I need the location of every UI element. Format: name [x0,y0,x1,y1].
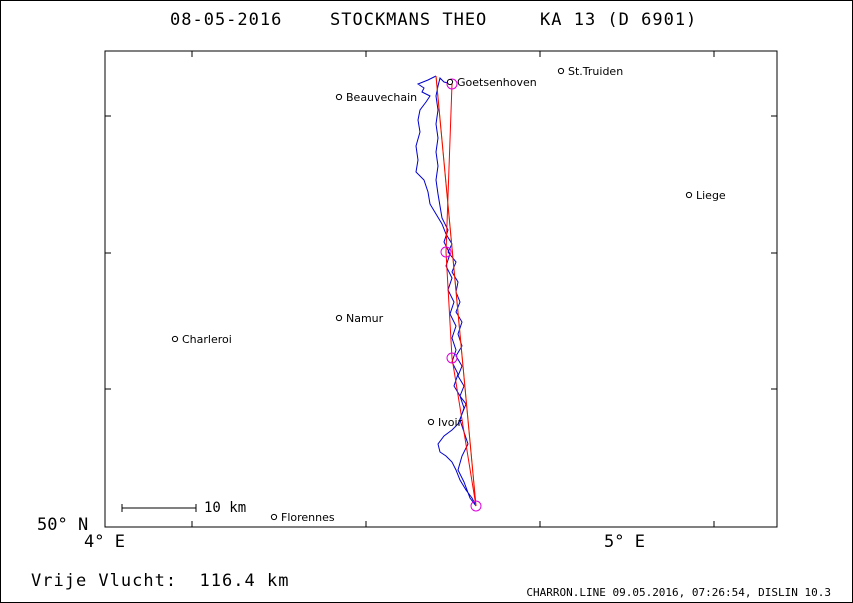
place-label: Namur [346,312,384,325]
flight-track [415,75,477,507]
place-label: Charleroi [182,333,232,346]
turnpoint-marker [440,246,452,258]
place-label: St.Truiden [568,65,623,78]
place-label: Florennes [281,511,335,524]
place-markers: Goetsenhoven St.Truiden Beauvechain Liege Na… [171,65,726,524]
scale-label: 10 km [204,500,247,516]
map-border [104,50,778,528]
place-marker [427,418,435,426]
place-marker [270,513,278,521]
glider-id: KA 13 (D 6901) [540,10,698,30]
place-label: Liege [696,189,726,202]
turnpoint-marker [446,352,458,364]
lon-right-label: 5° E [604,532,645,552]
task-line-red [435,75,477,507]
turnpoint-marker [470,500,482,512]
place-marker [335,314,343,322]
place-marker [446,78,454,86]
place-label: Goetsenhoven [457,76,537,89]
place-marker [335,93,343,101]
place-marker [685,191,693,199]
place-marker [171,335,179,343]
distance-summary: Vrije Vlucht: 116.4 km [31,571,289,591]
pilot-name: STOCKMANS THEO [330,10,488,30]
turnpoint-marker [446,78,458,90]
program-info: CHARRON.LINE 09.05.2016, 07:26:54, DISLI… [526,586,831,599]
track-line [415,75,477,507]
distance-label: Vrije Vlucht: [31,571,178,591]
place-label: Beauvechain [346,91,417,104]
lat-label: 50° N [37,515,89,535]
place-marker [557,67,565,75]
lon-left-label: 4° E [84,532,125,552]
distance-value: 116.4 km [199,571,290,591]
scale-bar [121,504,197,512]
flight-date: 08-05-2016 [170,10,283,30]
task-lines [435,75,482,512]
axis-ticks [105,51,777,527]
place-label: Ivoir [438,416,463,429]
